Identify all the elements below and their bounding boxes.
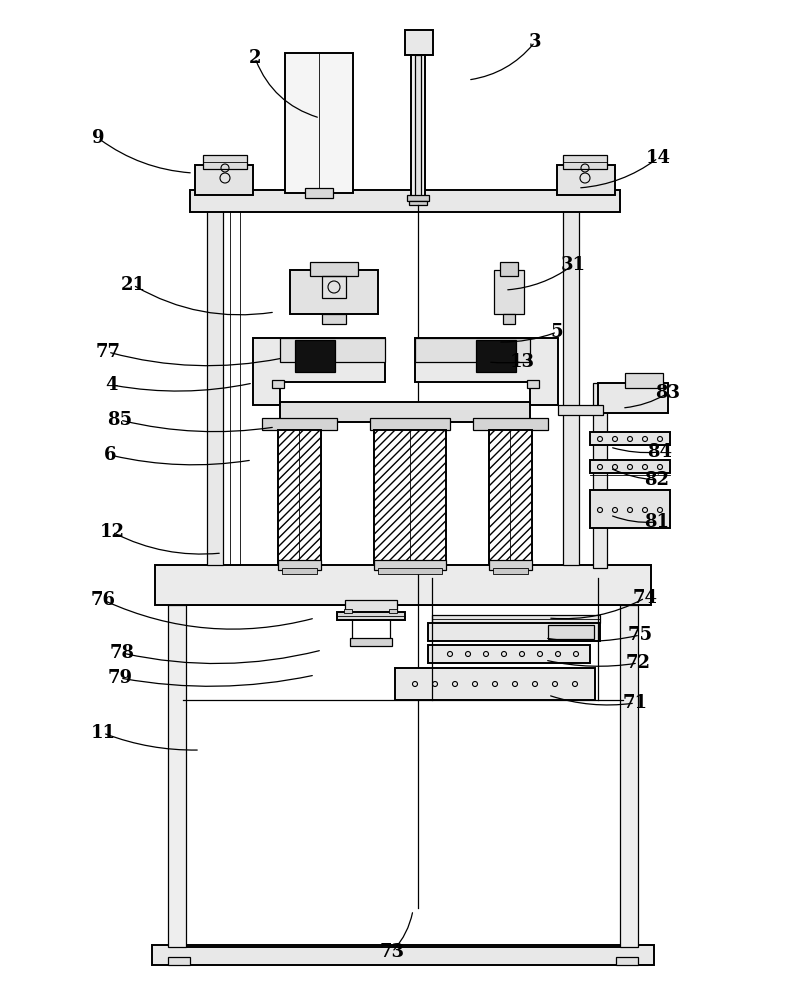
Text: 21: 21 bbox=[121, 276, 146, 294]
Text: 75: 75 bbox=[627, 626, 653, 644]
Bar bbox=[278, 560, 321, 570]
Bar bbox=[598, 383, 668, 413]
Bar bbox=[593, 383, 607, 568]
Bar bbox=[230, 190, 240, 565]
Bar bbox=[152, 945, 654, 965]
Bar bbox=[183, 605, 623, 947]
Bar bbox=[590, 432, 670, 445]
Bar bbox=[374, 560, 446, 570]
Bar bbox=[415, 55, 421, 203]
Bar bbox=[190, 190, 620, 212]
Text: 73: 73 bbox=[380, 943, 405, 961]
Bar bbox=[432, 615, 600, 623]
Bar bbox=[548, 625, 594, 639]
Bar bbox=[168, 957, 190, 965]
Bar bbox=[620, 605, 638, 947]
Bar bbox=[389, 609, 397, 613]
Text: 11: 11 bbox=[90, 724, 115, 742]
Bar bbox=[278, 430, 321, 563]
Bar bbox=[493, 568, 528, 574]
Bar bbox=[203, 155, 247, 169]
Bar bbox=[262, 418, 337, 430]
Bar bbox=[282, 568, 317, 574]
Bar bbox=[563, 190, 579, 565]
Bar bbox=[168, 605, 186, 947]
Text: 9: 9 bbox=[92, 129, 104, 147]
Bar bbox=[489, 430, 532, 563]
Bar bbox=[350, 638, 392, 646]
Text: 13: 13 bbox=[509, 353, 534, 371]
Bar bbox=[295, 340, 335, 372]
Text: 82: 82 bbox=[645, 471, 670, 489]
Text: 76: 76 bbox=[90, 591, 115, 609]
Bar bbox=[476, 340, 516, 372]
Text: 83: 83 bbox=[655, 384, 680, 402]
Text: 74: 74 bbox=[633, 589, 658, 607]
Bar bbox=[290, 270, 378, 314]
Bar bbox=[305, 188, 333, 198]
Polygon shape bbox=[415, 338, 558, 405]
Text: 77: 77 bbox=[95, 343, 121, 361]
Bar bbox=[378, 568, 442, 574]
Bar bbox=[337, 612, 405, 620]
Bar bbox=[370, 418, 450, 430]
Bar bbox=[428, 645, 590, 663]
Bar bbox=[428, 623, 600, 641]
Bar bbox=[345, 600, 397, 612]
Bar bbox=[558, 405, 603, 415]
Text: 12: 12 bbox=[99, 523, 124, 541]
Text: 5: 5 bbox=[550, 323, 563, 341]
Text: 84: 84 bbox=[647, 443, 672, 461]
Bar bbox=[590, 490, 670, 528]
Bar bbox=[500, 262, 518, 276]
Polygon shape bbox=[280, 338, 385, 362]
Bar bbox=[473, 418, 548, 430]
Bar bbox=[374, 430, 446, 563]
Text: 85: 85 bbox=[107, 411, 132, 429]
Text: 3: 3 bbox=[529, 33, 542, 51]
Text: 81: 81 bbox=[645, 513, 670, 531]
Text: 72: 72 bbox=[625, 654, 650, 672]
Text: 31: 31 bbox=[560, 256, 585, 274]
Text: 14: 14 bbox=[646, 149, 671, 167]
Bar bbox=[344, 609, 352, 613]
Bar bbox=[285, 53, 353, 193]
Text: 4: 4 bbox=[106, 376, 118, 394]
Bar bbox=[494, 270, 524, 314]
Bar bbox=[407, 195, 429, 201]
Bar bbox=[563, 155, 607, 169]
Bar bbox=[503, 314, 515, 324]
Bar bbox=[405, 30, 433, 55]
Bar bbox=[322, 314, 346, 324]
Bar bbox=[625, 373, 663, 388]
Polygon shape bbox=[415, 338, 530, 362]
Bar bbox=[590, 460, 670, 473]
Bar bbox=[207, 190, 223, 565]
Bar bbox=[489, 560, 532, 570]
Text: 6: 6 bbox=[104, 446, 116, 464]
Bar bbox=[411, 55, 425, 203]
Bar bbox=[527, 380, 539, 388]
Text: 71: 71 bbox=[622, 694, 647, 712]
Bar bbox=[322, 276, 346, 298]
Bar bbox=[409, 201, 427, 205]
Bar bbox=[280, 402, 530, 422]
Bar bbox=[616, 957, 638, 965]
Bar bbox=[195, 165, 253, 195]
Bar bbox=[395, 668, 595, 700]
Bar bbox=[272, 380, 284, 388]
Bar bbox=[310, 262, 358, 276]
Text: 78: 78 bbox=[110, 644, 135, 662]
Bar bbox=[155, 565, 651, 605]
Text: 79: 79 bbox=[107, 669, 132, 687]
Polygon shape bbox=[253, 338, 385, 405]
Bar bbox=[557, 165, 615, 195]
Text: 2: 2 bbox=[249, 49, 261, 67]
